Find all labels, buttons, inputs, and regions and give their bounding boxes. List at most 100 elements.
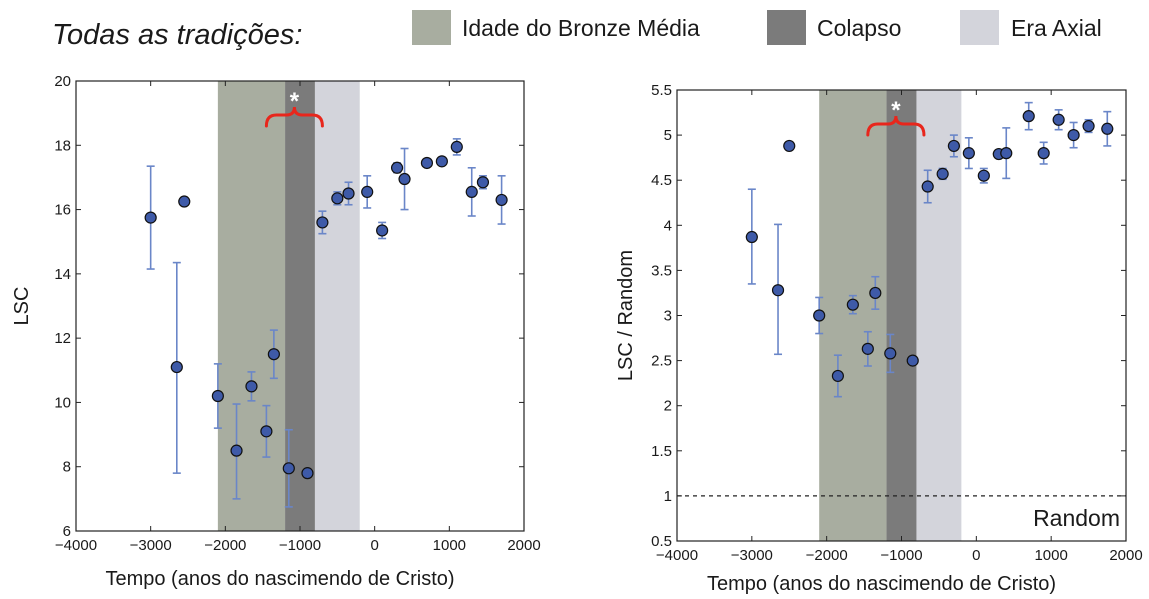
data-point <box>947 139 960 153</box>
x-tick-label: −1000 <box>279 537 321 554</box>
data-point <box>906 354 919 367</box>
y-tick-label: 1.5 <box>651 443 672 460</box>
reference-line-label: Random <box>1033 505 1120 531</box>
x-tick-label: 0 <box>370 537 378 554</box>
data-point <box>390 161 404 174</box>
legend-swatch-bronze <box>412 10 451 45</box>
y-tick-label: 16 <box>54 202 71 219</box>
legend-label-bronze: Idade do Bronze Média <box>462 15 700 41</box>
y-tick-label: 3.5 <box>651 262 672 279</box>
data-point <box>398 172 411 186</box>
y-tick-label: 5.5 <box>651 82 672 99</box>
data-point <box>1000 147 1013 160</box>
y-tick-label: 18 <box>54 137 71 154</box>
x-tick-label: −4000 <box>656 547 698 564</box>
band-1 <box>886 90 917 541</box>
data-point <box>1052 113 1065 126</box>
data-point <box>1082 119 1095 133</box>
x-tick-label: −2000 <box>806 547 848 564</box>
y-tick-label: 6 <box>63 523 71 540</box>
legend-label-colapso: Colapso <box>817 15 901 41</box>
data-point <box>869 286 882 300</box>
y-axis-label: LSC <box>11 287 33 326</box>
legend-swatch-colapso <box>767 10 806 45</box>
data-point <box>465 185 478 198</box>
y-tick-label: 8 <box>63 459 71 476</box>
band-0 <box>217 81 286 531</box>
y-tick-label: 4 <box>664 217 672 234</box>
x-tick-label: −4000 <box>55 537 97 554</box>
data-point <box>245 380 258 393</box>
figure-title: Todas as tradições: <box>52 19 302 51</box>
data-point <box>771 284 785 297</box>
data-point <box>831 369 844 383</box>
data-point <box>495 193 508 207</box>
x-tick-label: −3000 <box>130 537 172 554</box>
significance-brace <box>866 115 926 137</box>
x-tick-label: 2000 <box>507 537 540 554</box>
y-tick-label: 20 <box>54 73 71 90</box>
chart-lsc-random: Random * −4000 −3000 −2000 −1000 0 1000 2000 0.5 1… <box>615 82 1143 595</box>
data-point <box>1101 122 1114 135</box>
data-point <box>813 309 826 322</box>
data-point <box>450 140 463 153</box>
data-point <box>301 467 314 480</box>
y-tick-label: 10 <box>54 394 71 411</box>
data-point <box>178 195 191 208</box>
data-point <box>282 462 295 475</box>
data-point <box>783 139 796 153</box>
data-point <box>936 167 949 180</box>
legend: Idade do Bronze Média Colapso Era Axial <box>412 10 1102 45</box>
x-tick-label: −3000 <box>731 547 773 564</box>
data-point <box>170 360 183 374</box>
y-tick-label: 4.5 <box>651 172 672 189</box>
data-point <box>1067 129 1080 142</box>
significance-asterisk: * <box>891 97 901 124</box>
data-point <box>342 187 355 200</box>
data-point <box>1037 147 1050 160</box>
data-point <box>331 192 344 205</box>
y-tick-label: 2 <box>664 398 672 415</box>
data-point <box>260 425 273 438</box>
significance-asterisk: * <box>290 88 300 115</box>
data-point <box>476 176 490 189</box>
x-tick-label: 1000 <box>433 537 466 554</box>
y-tick-label: 1 <box>664 488 672 505</box>
y-tick-label: 12 <box>54 330 71 347</box>
y-tick-label: 5 <box>664 127 672 144</box>
x-tick-label: 0 <box>972 547 980 564</box>
y-axis-label: LSC / Random <box>615 250 637 381</box>
data-point <box>435 155 448 168</box>
x-tick-label: 2000 <box>1109 547 1142 564</box>
data-point <box>230 444 243 457</box>
data-point <box>144 211 157 224</box>
data-point <box>420 156 434 170</box>
data-point <box>211 389 224 403</box>
data-point <box>884 347 897 360</box>
data-point <box>267 348 280 361</box>
x-axis-label: Tempo (anos do nascimendo de Cristo) <box>707 573 1056 595</box>
band-0 <box>819 90 887 541</box>
data-point <box>745 230 758 244</box>
x-tick-label: −2000 <box>204 537 246 554</box>
band-1 <box>285 81 315 531</box>
data-point <box>376 224 389 237</box>
y-tick-label: 3 <box>664 308 672 325</box>
data-point <box>977 169 990 182</box>
x-tick-label: 1000 <box>1034 547 1067 564</box>
band-2 <box>916 90 962 541</box>
data-point <box>316 216 329 229</box>
y-tick-label: 14 <box>54 266 71 283</box>
legend-label-axial: Era Axial <box>1011 15 1102 41</box>
legend-swatch-axial <box>960 10 999 45</box>
x-tick-label: −1000 <box>880 547 922 564</box>
data-point <box>861 342 874 355</box>
data-point <box>921 180 934 193</box>
x-axis-label: Tempo (anos do nascimendo de Cristo) <box>105 568 454 590</box>
data-point <box>846 298 859 311</box>
y-tick-label: 0.5 <box>651 533 672 550</box>
data-point <box>962 147 975 160</box>
data-point <box>1022 110 1035 123</box>
significance-brace <box>264 106 324 128</box>
